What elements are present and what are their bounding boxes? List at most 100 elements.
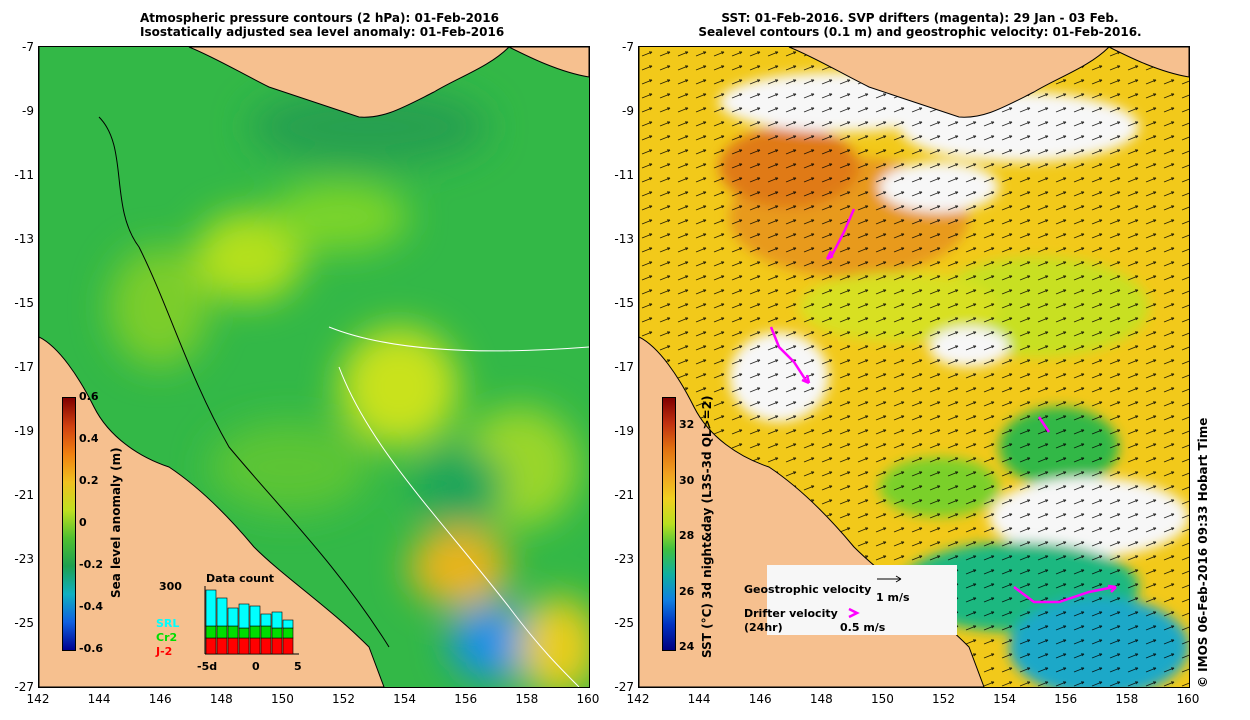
data-count-bar bbox=[260, 637, 272, 655]
left-map[interactable] bbox=[38, 46, 590, 688]
sla-anomalies bbox=[109, 87, 589, 687]
islands-land bbox=[508, 47, 589, 78]
colorbar-tick-label: 32 bbox=[679, 418, 695, 431]
right-xlabel: 160 bbox=[1176, 692, 1200, 706]
data-count-xtick-1: 0 bbox=[252, 660, 260, 673]
left-ylabel: -13 bbox=[14, 232, 34, 246]
right-xlabel: 152 bbox=[932, 692, 955, 706]
data-count-bar bbox=[205, 589, 217, 627]
data-count-series-j2: J-2 bbox=[156, 645, 173, 658]
data-count-bar bbox=[271, 637, 283, 655]
islands-land-r bbox=[1108, 47, 1189, 78]
colorbar-tick-label: -0.4 bbox=[79, 600, 104, 613]
right-ylabel: -25 bbox=[614, 616, 634, 630]
drifter-scale-arrow bbox=[848, 607, 860, 619]
colorbar-tick-label: 0.2 bbox=[79, 474, 99, 487]
left-xlabel: 150 bbox=[270, 692, 294, 706]
left-ylabel: -11 bbox=[14, 168, 34, 182]
data-count-series-cr2: Cr2 bbox=[156, 631, 178, 644]
colorbar-tick-label: -0.6 bbox=[79, 642, 104, 655]
colorbar-tick-label: 0.6 bbox=[79, 390, 99, 403]
right-xlabel: 148 bbox=[809, 692, 833, 706]
left-ylabel: -7 bbox=[22, 40, 34, 54]
left-xlabel: 156 bbox=[454, 692, 478, 706]
right-xlabel: 156 bbox=[1054, 692, 1078, 706]
data-count-bar bbox=[249, 625, 261, 639]
data-count-bar bbox=[216, 597, 228, 627]
left-title-line1: Atmospheric pressure contours (2 hPa): 0… bbox=[140, 11, 499, 25]
left-ylabel: -21 bbox=[14, 488, 34, 502]
data-count-bar bbox=[216, 625, 228, 639]
imos-credit: © IMOS 06-Feb-2016 09:33 Hobart Time bbox=[1196, 417, 1210, 688]
left-ylabel: -27 bbox=[14, 680, 34, 694]
data-count-bar bbox=[260, 613, 272, 627]
data-count-bar bbox=[238, 603, 250, 629]
shelf-contour bbox=[98, 116, 390, 648]
right-ylabel: -11 bbox=[614, 168, 634, 182]
left-map-canvas bbox=[39, 47, 589, 687]
colorbar-tick-label: -0.2 bbox=[79, 558, 104, 571]
data-count-bar bbox=[205, 625, 217, 639]
left-xlabel: 152 bbox=[332, 692, 355, 706]
right-map[interactable] bbox=[638, 46, 1190, 688]
left-colorbar-label: Sea level anomaly (m) bbox=[109, 447, 123, 598]
left-ylabel: -9 bbox=[22, 104, 34, 118]
data-count-series-srl: SRL bbox=[156, 617, 180, 630]
data-count-bar bbox=[249, 637, 261, 655]
right-ylabel: -17 bbox=[614, 360, 634, 374]
data-count-bar bbox=[227, 625, 239, 639]
right-ylabel: -7 bbox=[622, 40, 634, 54]
geostrophic-velocity-scale: 1 m/s bbox=[876, 591, 910, 604]
right-map-canvas bbox=[639, 47, 1189, 687]
data-count-bar bbox=[271, 611, 283, 629]
legend-box bbox=[767, 565, 957, 635]
drifter-tracks bbox=[769, 208, 1117, 604]
pressure-contour bbox=[328, 326, 589, 352]
right-xlabel: 150 bbox=[870, 692, 894, 706]
colorbar-tick-label: 24 bbox=[679, 640, 695, 653]
right-xlabel: 154 bbox=[993, 692, 1017, 706]
data-count-title: Data count bbox=[206, 572, 275, 585]
data-count-bar bbox=[238, 637, 250, 655]
drifter-velocity-scale: 0.5 m/s bbox=[840, 621, 886, 634]
data-count-bar bbox=[227, 607, 239, 627]
left-colorbar bbox=[62, 397, 76, 651]
right-ylabel: -21 bbox=[614, 488, 634, 502]
drifter-velocity-label: Drifter velocity bbox=[744, 607, 838, 620]
right-colorbar bbox=[662, 397, 676, 651]
data-count-bar bbox=[238, 627, 250, 639]
data-count-bar bbox=[271, 627, 283, 639]
right-ylabel: -9 bbox=[622, 104, 634, 118]
png-land bbox=[188, 47, 510, 118]
right-ylabel: -19 bbox=[614, 424, 634, 438]
data-count-bar bbox=[282, 627, 294, 639]
png-land-r bbox=[788, 47, 1110, 118]
left-ylabel: -17 bbox=[14, 360, 34, 374]
right-colorbar-label: SST (°C) 3d night&day (L3S-3d QL>=2) bbox=[700, 395, 714, 659]
colorbar-tick-label: 0 bbox=[79, 516, 87, 529]
left-xlabel: 144 bbox=[87, 692, 111, 706]
pressure-contour-2 bbox=[338, 366, 580, 687]
data-count-bar bbox=[205, 637, 217, 655]
left-ylabel: -19 bbox=[14, 424, 34, 438]
data-count-max: 300 bbox=[159, 580, 182, 593]
data-count-xtick-2: 5 bbox=[294, 660, 302, 673]
data-count-bar bbox=[249, 605, 261, 627]
data-count-bars bbox=[204, 586, 299, 655]
left-xlabel: 142 bbox=[26, 692, 50, 706]
left-ylabel: -25 bbox=[14, 616, 34, 630]
data-count-bar bbox=[216, 637, 228, 655]
data-count-bar bbox=[227, 637, 239, 655]
left-title-line2: Isostatically adjusted sea level anomaly… bbox=[140, 25, 505, 39]
left-xlabel: 158 bbox=[515, 692, 539, 706]
right-xlabel: 144 bbox=[687, 692, 711, 706]
right-xlabel: 146 bbox=[748, 692, 772, 706]
right-ylabel: -27 bbox=[614, 680, 634, 694]
left-ylabel: -15 bbox=[14, 296, 34, 310]
left-xlabel: 148 bbox=[209, 692, 233, 706]
left-xlabel: 154 bbox=[393, 692, 417, 706]
colorbar-tick-label: 0.4 bbox=[79, 432, 99, 445]
colorbar-tick-label: 28 bbox=[679, 529, 695, 542]
right-ylabel: -23 bbox=[614, 552, 634, 566]
right-title-line2: Sealevel contours (0.1 m) and geostrophi… bbox=[698, 25, 1142, 39]
